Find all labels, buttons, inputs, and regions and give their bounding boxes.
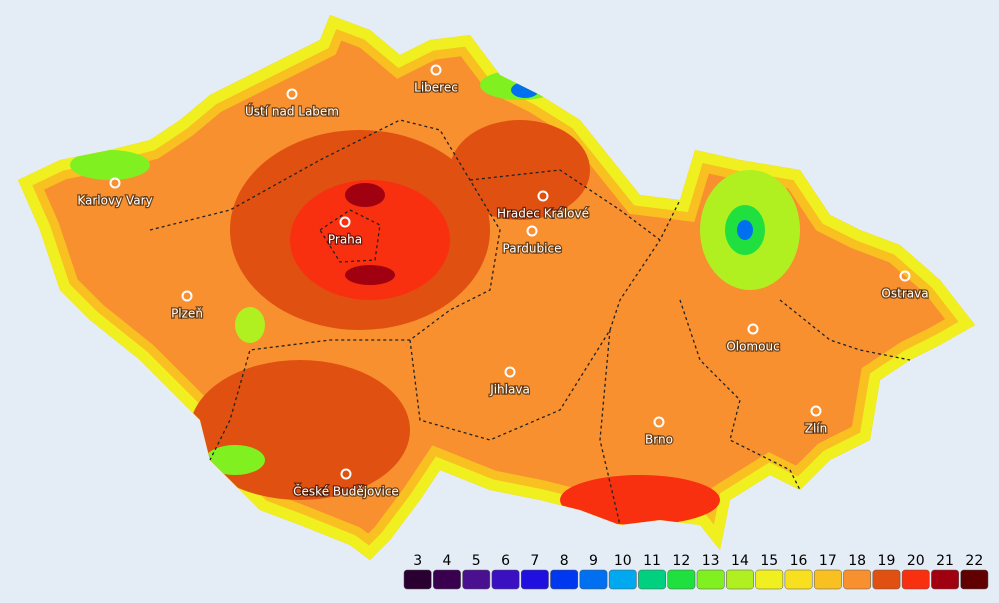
legend-label: 16 <box>790 553 808 569</box>
city-marker <box>286 88 298 100</box>
legend-swatch <box>755 569 784 590</box>
city-label: Brno <box>645 433 673 447</box>
legend-swatch <box>462 569 491 590</box>
city-label: Jihlava <box>489 383 530 397</box>
city-label: Ostrava <box>881 287 928 301</box>
city-marker <box>340 468 352 480</box>
legend-swatch <box>931 569 959 590</box>
legend-label: 15 <box>760 553 778 569</box>
city-marker <box>526 225 538 237</box>
city-label: Zlín <box>805 422 828 436</box>
legend-swatch <box>550 569 579 590</box>
legend-swatch <box>696 569 725 590</box>
city-marker <box>537 190 549 202</box>
city-marker <box>181 290 193 302</box>
legend-swatch <box>726 569 754 590</box>
city-label: Plzeň <box>171 307 203 321</box>
legend-swatch <box>960 569 989 590</box>
region-borders <box>149 119 911 526</box>
legend-swatch <box>403 569 432 590</box>
city-marker <box>747 323 759 335</box>
legend-label: 19 <box>878 553 896 569</box>
legend-label: 11 <box>643 553 661 569</box>
city-label: Liberec <box>414 81 458 95</box>
legend-label: 4 <box>442 553 451 569</box>
city-marker <box>899 270 911 282</box>
legend-label: 10 <box>614 553 632 569</box>
city-marker <box>810 405 822 417</box>
city-label: Ústí nad Labem <box>245 104 339 119</box>
legend-label: 3 <box>413 553 422 569</box>
city-marker <box>430 64 442 76</box>
legend-swatch <box>813 569 842 590</box>
legend-label: 22 <box>965 553 983 569</box>
legend-label: 5 <box>472 553 481 569</box>
legend-label: 12 <box>672 553 690 569</box>
legend-swatch <box>901 569 930 590</box>
city-marker <box>339 216 351 228</box>
legend-label: 8 <box>560 553 569 569</box>
legend: 3 4 5 6 7 8 9 10 11 12 13 14 15 16 17 18 19 20 21 22 <box>403 553 989 590</box>
legend-swatch <box>433 569 461 590</box>
legend-swatch <box>784 569 813 590</box>
city-label: Olomouc <box>726 340 779 354</box>
legend-swatch <box>520 569 549 590</box>
cities: Ústí nad Labem Liberec Karlovy Vary Hradec … <box>76 64 930 500</box>
legend-label: 7 <box>530 553 539 569</box>
city-marker <box>504 366 516 378</box>
city-marker <box>109 177 121 189</box>
legend-swatch <box>491 569 520 590</box>
legend-swatch <box>843 569 872 590</box>
city-label: Pardubice <box>503 242 562 256</box>
legend-label: 17 <box>819 553 837 569</box>
legend-label: 21 <box>936 553 954 569</box>
city-label: Karlovy Vary <box>77 194 152 208</box>
city-label: Hradec Králové <box>497 207 589 221</box>
legend-label: 9 <box>589 553 598 569</box>
city-label: České Budějovice <box>293 484 399 499</box>
legend-swatch <box>872 569 901 590</box>
legend-label: 13 <box>702 553 720 569</box>
legend-label: 6 <box>501 553 510 569</box>
legend-swatch <box>579 569 608 590</box>
legend-label: 20 <box>907 553 925 569</box>
legend-label: 18 <box>848 553 866 569</box>
city-marker <box>653 416 665 428</box>
legend-swatch <box>608 569 637 590</box>
legend-swatch <box>638 569 666 590</box>
legend-label: 14 <box>731 553 749 569</box>
legend-swatch <box>667 569 696 590</box>
city-label: Praha <box>328 233 362 247</box>
